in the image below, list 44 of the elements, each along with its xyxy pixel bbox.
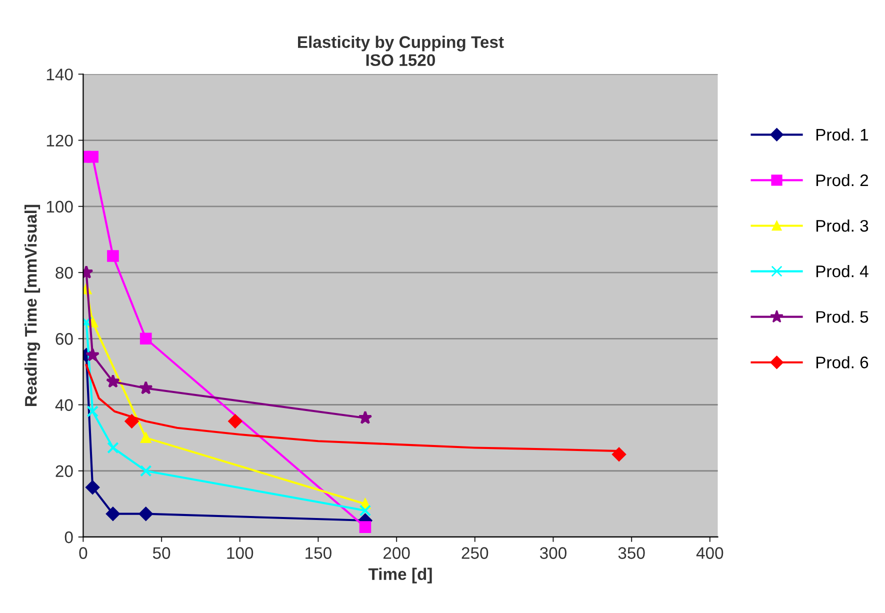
y-tick-label: 0 — [64, 531, 73, 544]
legend-label: Prod. 6 — [816, 356, 868, 368]
y-tick-label: 20 — [56, 465, 73, 478]
point — [106, 374, 120, 388]
legend-label: Prod. 1 — [816, 128, 868, 141]
point — [140, 332, 152, 345]
x-axis-title: Time [d] — [368, 568, 432, 584]
point — [140, 464, 152, 477]
point — [612, 447, 626, 462]
y-tick-label: 40 — [55, 399, 73, 411]
legend-label: Prod. 2 — [816, 174, 868, 186]
point — [138, 380, 153, 394]
x-tick-label: 100 — [227, 547, 254, 559]
y-tick-label: 140 — [46, 68, 73, 80]
y-axis-title: Reading Time [mmVisual] — [24, 204, 40, 406]
x-tick-label: 200 — [383, 547, 410, 559]
y-tick-label: 100 — [46, 200, 73, 213]
point — [86, 348, 100, 362]
point — [107, 442, 119, 454]
point — [358, 410, 372, 424]
point — [359, 521, 372, 533]
x-tick-label: 250 — [462, 547, 488, 559]
point — [138, 506, 153, 521]
legend-label: Prod. 4 — [816, 265, 868, 278]
x-tick-label: 50 — [152, 547, 170, 559]
chart-title: Elasticity by Cupping Test ISO 1520 — [298, 36, 504, 66]
point — [107, 250, 119, 262]
x-tick-label: 0 — [79, 547, 88, 559]
point — [140, 432, 152, 444]
point — [86, 480, 100, 494]
x-tick-label: 300 — [540, 547, 566, 559]
x-tick-label: 400 — [696, 547, 724, 559]
x-tick-label: 150 — [306, 547, 332, 559]
point — [228, 414, 242, 428]
x-tick-label: 350 — [618, 547, 645, 559]
y-tick-label: 60 — [56, 333, 73, 345]
point — [86, 150, 98, 163]
point — [86, 405, 98, 418]
y-tick-label: 80 — [56, 266, 73, 279]
legend-label: Prod. 3 — [816, 220, 868, 232]
point — [106, 506, 120, 521]
y-tick-label: 120 — [46, 134, 73, 146]
legend-label: Prod. 5 — [816, 310, 868, 323]
point — [359, 504, 372, 516]
